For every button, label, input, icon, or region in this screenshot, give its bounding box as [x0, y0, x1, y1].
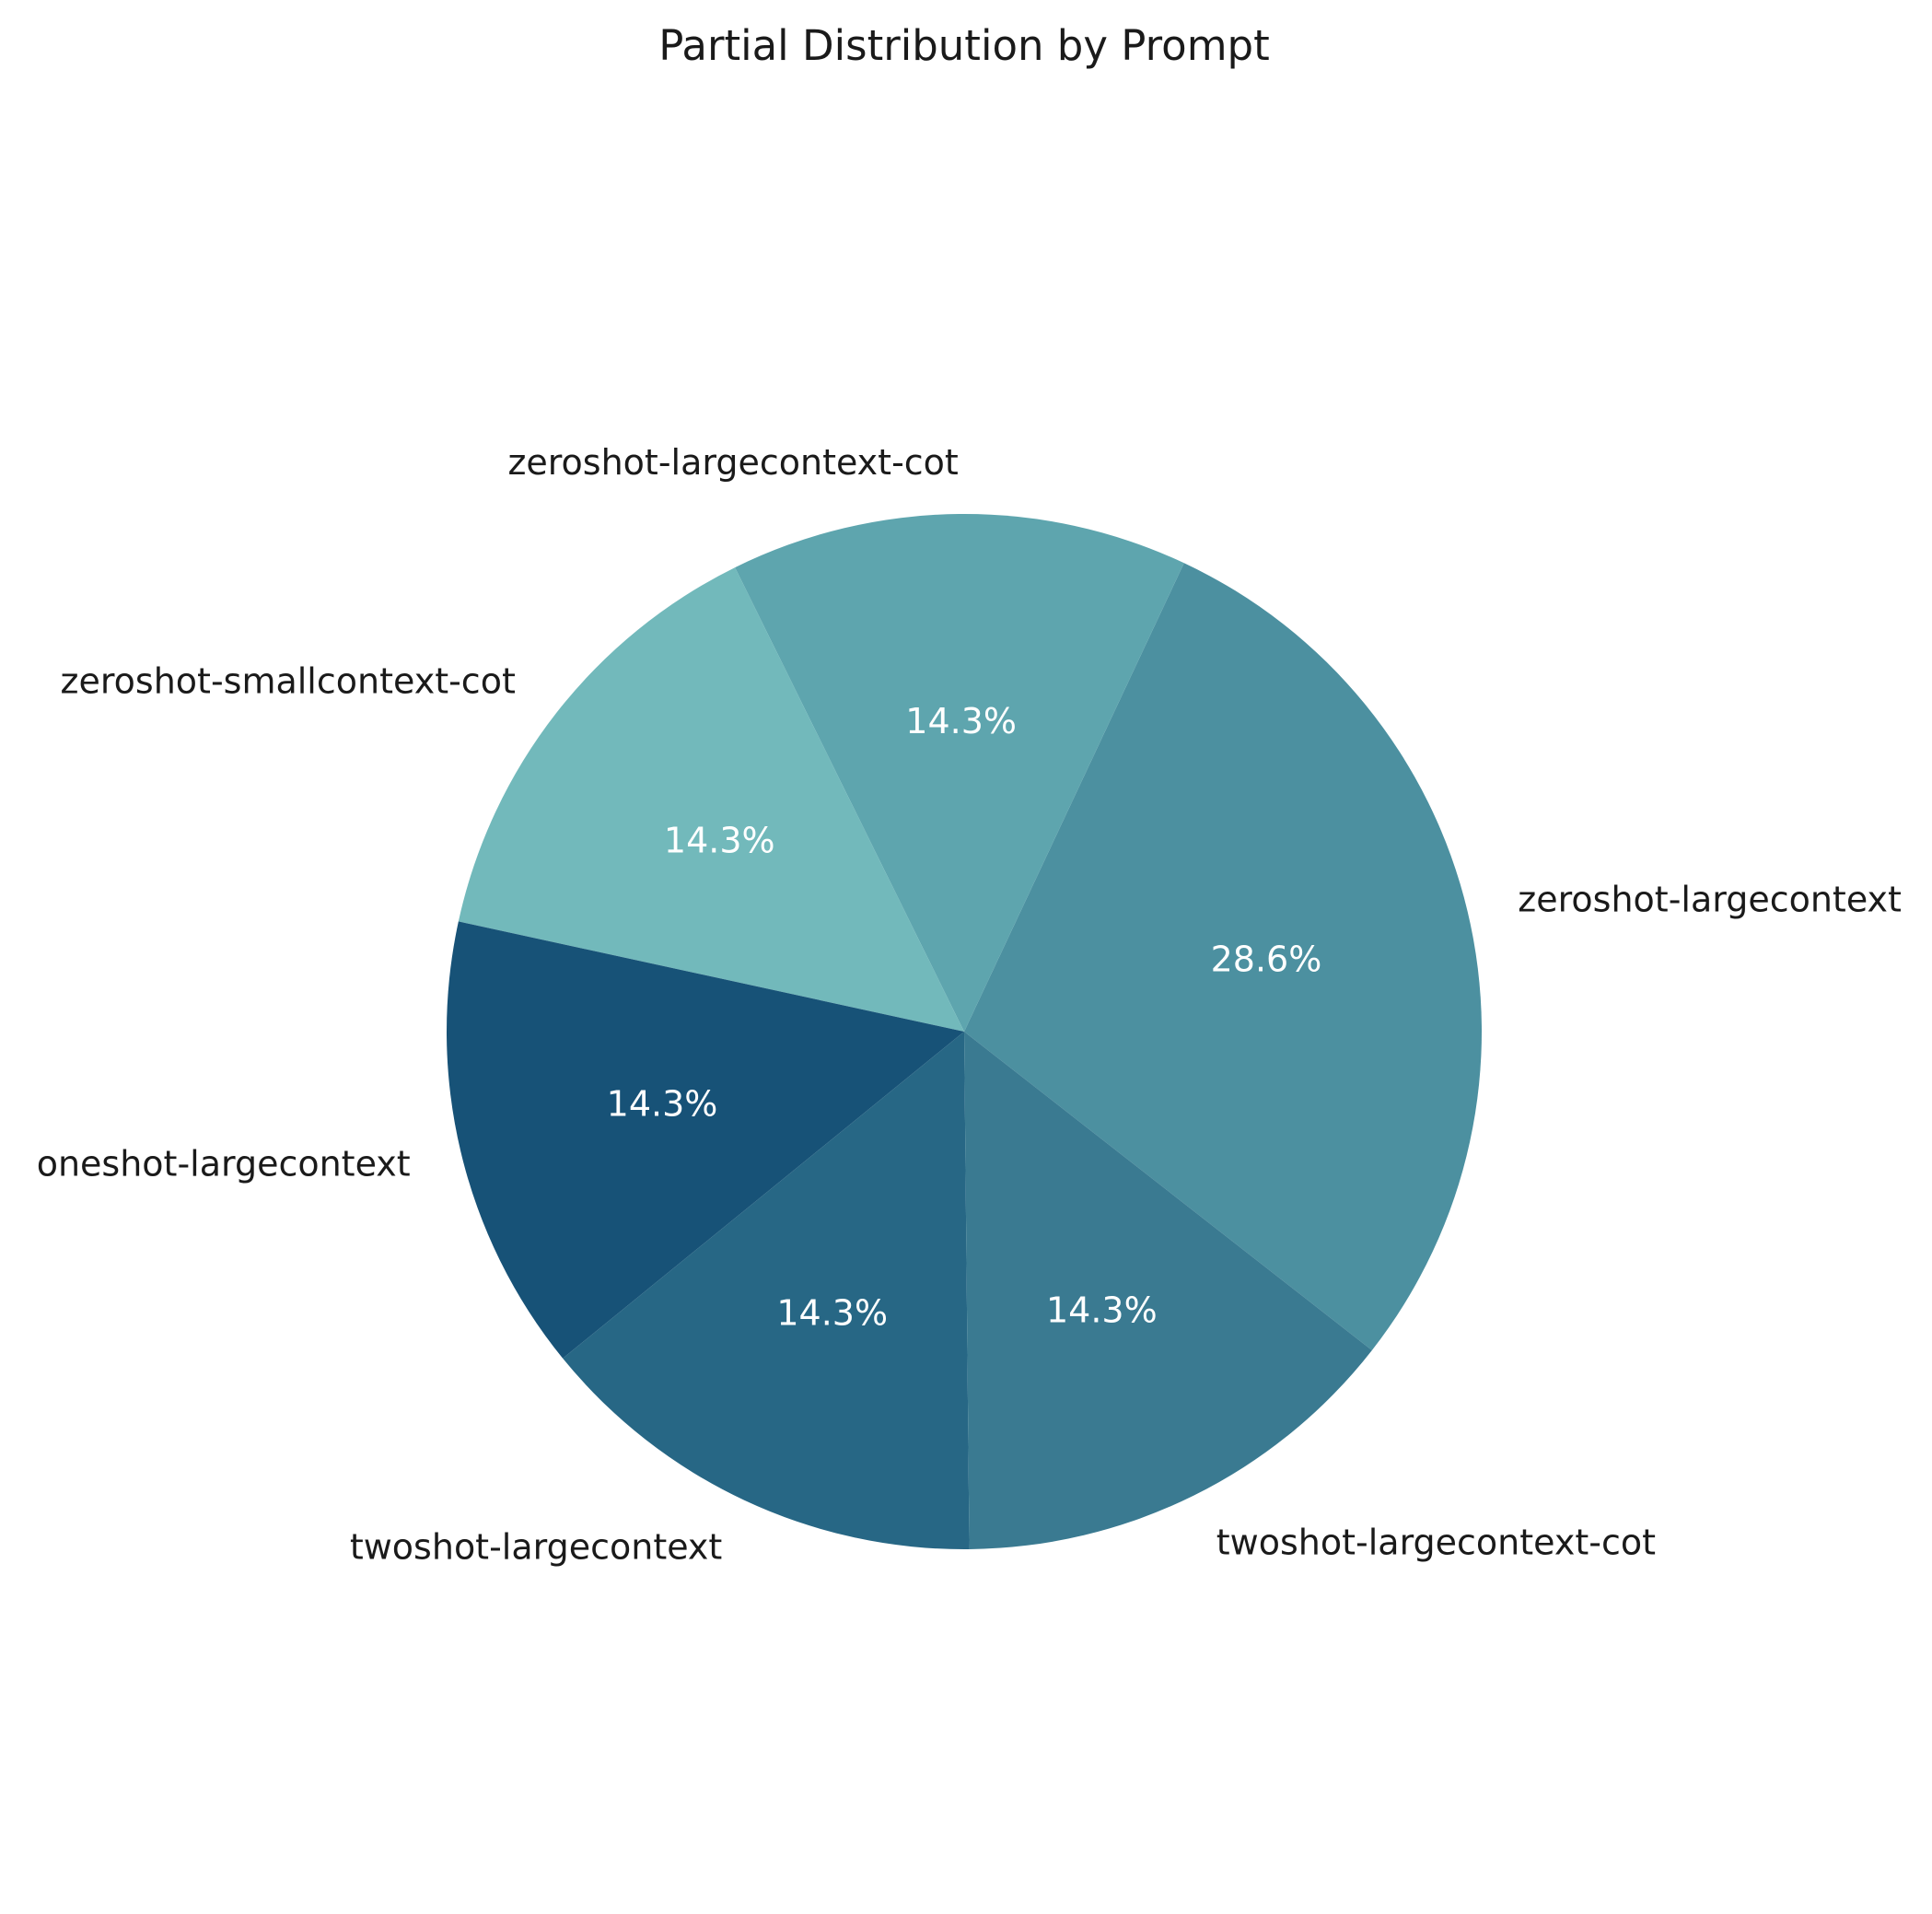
pie-slice-twoshot-largecontext-cot: [964, 1032, 1372, 1549]
pie-percent-label: 14.3%: [1046, 1290, 1158, 1330]
pie-percent-label: 14.3%: [905, 701, 1017, 741]
pie-category-label: zeroshot-largecontext: [1518, 879, 1902, 919]
pie-slices: [446, 513, 1482, 1549]
pie-slice-zeroshot-largecontext-cot: [735, 513, 1184, 1032]
pie-category-label: twoshot-largecontext-cot: [1216, 1522, 1656, 1562]
chart-title: Partial Distribution by Prompt: [658, 21, 1270, 70]
pie-category-label: zeroshot-largecontext-cot: [507, 442, 958, 483]
pie-percent-label: 28.6%: [1211, 939, 1322, 980]
pie-category-label: oneshot-largecontext: [37, 1144, 411, 1185]
pie-slice-twoshot-largecontext: [563, 1032, 970, 1549]
pie-percent-label: 14.3%: [607, 1083, 718, 1124]
pie-labels: 28.6% zeroshot-largecontext 14.3% zeroshot-…: [37, 442, 1902, 1568]
pie-category-label: zeroshot-smallcontext-cot: [61, 660, 516, 701]
pie-slice-zeroshot-largecontext: [964, 563, 1482, 1351]
pie-percent-label: 14.3%: [664, 820, 775, 860]
pie-percent-label: 14.3%: [776, 1292, 888, 1333]
pie-category-label: twoshot-largecontext: [350, 1527, 723, 1568]
pie-slice-zeroshot-smallcontext-cot: [458, 567, 964, 1032]
pie-slice-oneshot-largecontext: [446, 921, 965, 1359]
